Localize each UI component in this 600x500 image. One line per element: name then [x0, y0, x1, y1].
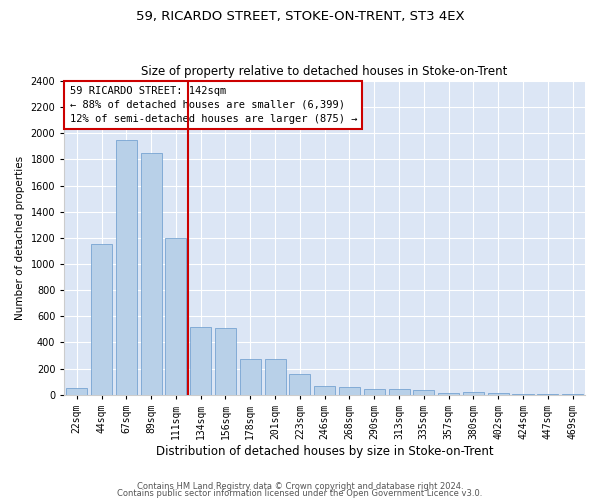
Bar [240, 360, 261, 394]
Text: 59, RICARDO STREET, STOKE-ON-TRENT, ST3 4EX: 59, RICARDO STREET, STOKE-ON-TRENT, ST3 … [136, 10, 464, 23]
Bar [66, 388, 87, 394]
Bar [116, 140, 137, 394]
Text: Contains public sector information licensed under the Open Government Licence v3: Contains public sector information licen… [118, 488, 482, 498]
Bar [289, 374, 310, 394]
Bar [413, 390, 434, 394]
Bar [389, 389, 410, 394]
Bar [91, 244, 112, 394]
Y-axis label: Number of detached properties: Number of detached properties [15, 156, 25, 320]
Bar [190, 326, 211, 394]
Bar [265, 360, 286, 394]
Bar [364, 389, 385, 394]
X-axis label: Distribution of detached houses by size in Stoke-on-Trent: Distribution of detached houses by size … [156, 444, 493, 458]
Bar [215, 328, 236, 394]
Text: 59 RICARDO STREET: 142sqm
← 88% of detached houses are smaller (6,399)
12% of se: 59 RICARDO STREET: 142sqm ← 88% of detac… [70, 86, 357, 124]
Bar [314, 386, 335, 394]
Bar [339, 387, 360, 394]
Text: Contains HM Land Registry data © Crown copyright and database right 2024.: Contains HM Land Registry data © Crown c… [137, 482, 463, 491]
Bar [463, 392, 484, 394]
Title: Size of property relative to detached houses in Stoke-on-Trent: Size of property relative to detached ho… [142, 66, 508, 78]
Bar [140, 153, 161, 394]
Bar [166, 238, 187, 394]
